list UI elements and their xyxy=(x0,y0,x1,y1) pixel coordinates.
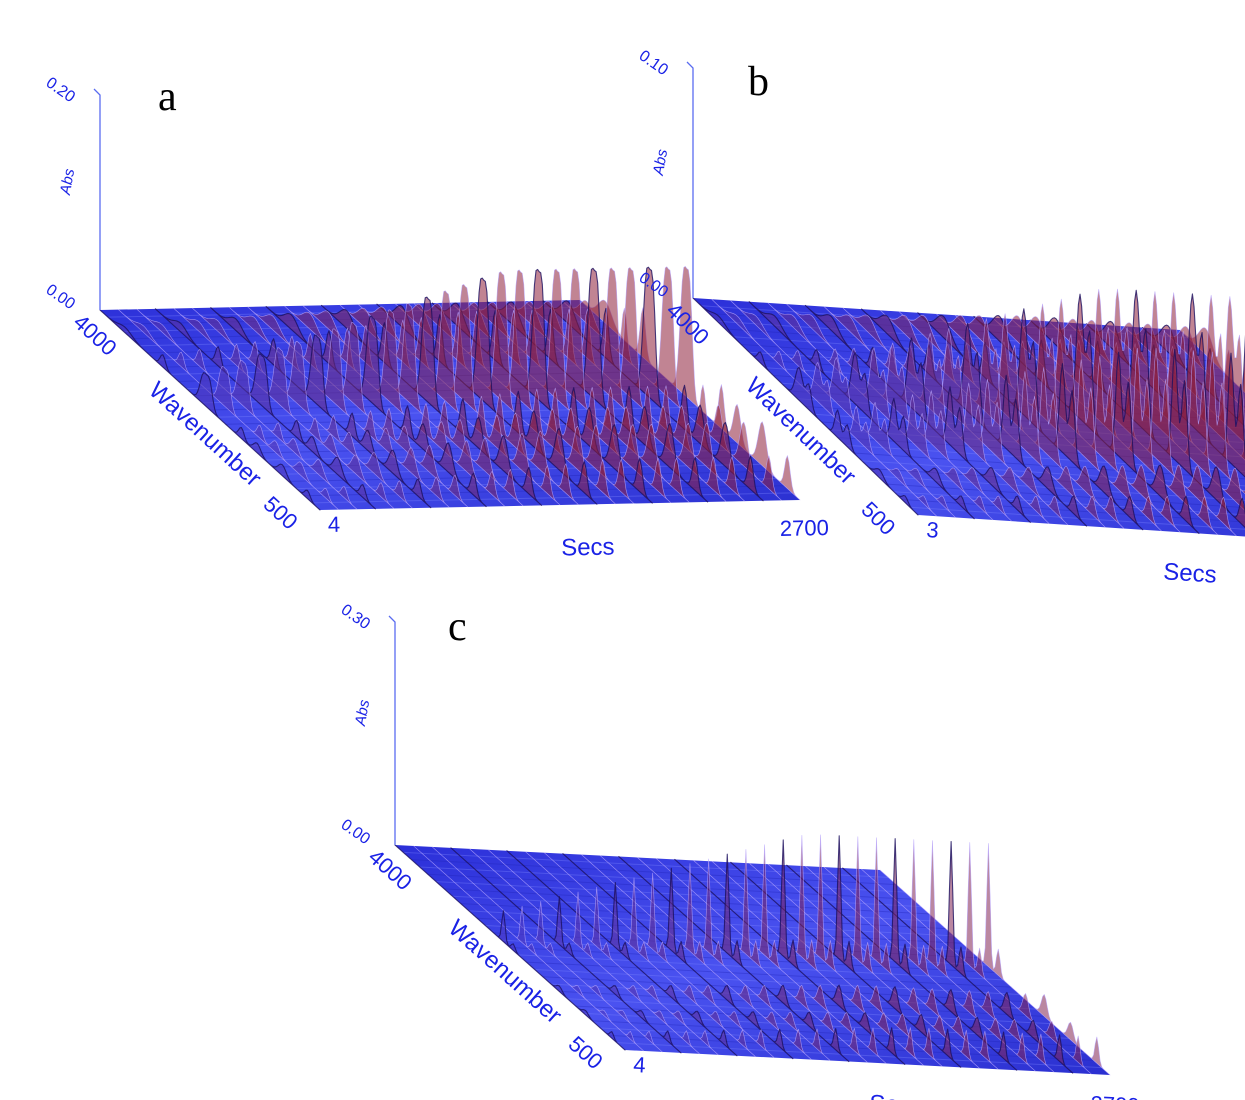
x-tick-end-a: 500 xyxy=(259,491,303,534)
spectrum-ridge xyxy=(730,300,956,518)
spectrum-ridge xyxy=(487,849,719,1056)
spectrum-ridge xyxy=(879,843,1111,1076)
spectrum-ridge xyxy=(954,298,1181,533)
spectrum-ridge xyxy=(674,839,906,1065)
z-axis-line-c xyxy=(388,615,396,845)
z-tick-top-b: 0.10 xyxy=(636,47,671,79)
spectrum-ridge xyxy=(450,847,682,1054)
y-tick-end-c: 2700 xyxy=(1090,1091,1140,1100)
spectrum-ridge xyxy=(525,851,756,1058)
y-tick-start-a: 4 xyxy=(328,512,341,537)
spectrum-ridge xyxy=(861,842,1092,1075)
spectrum-ridge xyxy=(842,840,1074,1074)
spectrum-ridge xyxy=(842,307,1069,526)
spectrum-ridge xyxy=(786,303,1012,522)
surface-plot-b xyxy=(692,288,1245,537)
y-axis-label-b: Secs xyxy=(1162,558,1217,588)
spectrum-ridge xyxy=(413,845,644,1052)
spectrum-ridge xyxy=(692,297,919,516)
spectrum-ridge xyxy=(1048,291,1245,511)
spectrum-ridge xyxy=(749,836,980,1069)
spectrum-ridge xyxy=(394,844,626,1051)
spectrum-ridge xyxy=(973,293,1200,535)
spectrum-ridge xyxy=(136,308,358,510)
panel-label-c: c xyxy=(448,604,467,650)
spectrum-ridge xyxy=(898,311,1125,529)
y-tick-end-a: 2700 xyxy=(780,515,829,541)
spectrum-ridge xyxy=(711,298,938,517)
y-axis-label-c: Secs xyxy=(869,1090,924,1100)
spectrum-ridge xyxy=(469,848,700,1055)
x-tick-end-c: 500 xyxy=(564,1031,608,1074)
y-tick-start-b: 3 xyxy=(926,517,940,543)
spectrum-ridge xyxy=(786,838,1018,1071)
spectrum-ridge xyxy=(432,846,663,1053)
y-tick-start-c: 4 xyxy=(633,1052,647,1078)
spectrum-ridge xyxy=(730,835,962,1068)
surface-plot-c xyxy=(394,834,1111,1076)
z-tick-bottom-c: 0.00 xyxy=(338,816,373,848)
spectrum-ridge xyxy=(767,837,999,1070)
z-tick-top-a: 0.20 xyxy=(43,74,78,106)
spectrum-ridge xyxy=(917,308,1144,531)
spectrum-ridge xyxy=(562,853,794,1060)
spectrum-ridge xyxy=(823,840,1055,1073)
panel-label-b: b xyxy=(748,59,769,105)
spectrum-ridge xyxy=(118,309,339,510)
z-axis-label-c: Abs xyxy=(352,698,373,728)
y-axis-label-a: Secs xyxy=(561,533,615,561)
spectrum-ridge xyxy=(936,303,1162,532)
z-axis-line-a xyxy=(93,88,101,310)
panel-label-a: a xyxy=(158,74,177,120)
z-axis-label-a: Abs xyxy=(57,167,78,197)
spectrum-ridge xyxy=(581,854,812,1060)
spectrum-ridge xyxy=(655,844,887,1064)
panel-b: b 0.10 0.00 Abs 4000 500 Wavenumber 3 27… xyxy=(636,47,1245,589)
spectrum-ridge xyxy=(804,304,1031,523)
spectrum-ridge xyxy=(693,834,924,1066)
surface-plot-a xyxy=(99,266,801,511)
z-axis-line-b xyxy=(686,61,694,298)
z-tick-top-c: 0.30 xyxy=(338,601,373,633)
z-axis-label-b: Abs xyxy=(650,148,671,178)
spectrum-ridge xyxy=(805,839,1036,1072)
spectrum-ridge xyxy=(543,852,775,1058)
z-tick-bottom-a: 0.00 xyxy=(43,281,78,313)
spectrum-ridge xyxy=(618,853,850,1063)
spectrum-ridge xyxy=(823,306,1050,524)
x-tick-end-b: 500 xyxy=(857,497,901,540)
spectrum-ridge xyxy=(599,855,831,1061)
spectrum-ridge xyxy=(992,289,1218,535)
spectrum-ridge xyxy=(99,309,321,511)
spectrum-ridge xyxy=(506,850,738,1057)
spectrum-ridge xyxy=(748,301,975,520)
spectrum-ridge xyxy=(1011,288,1237,537)
spectrum-ridge xyxy=(861,308,1088,527)
spectrum-ridge xyxy=(637,849,868,1063)
panel-a: a 0.20 0.00 Abs 4000 500 Wavenumber 4 27… xyxy=(43,74,829,562)
spectrum-ridge xyxy=(711,834,943,1067)
spectrum-ridge xyxy=(767,302,994,521)
spectrum-ridge xyxy=(880,309,1106,528)
spectrum-ridge xyxy=(154,308,376,510)
panel-c: c 0.30 0.00 Abs 4000 500 Wavenumber 4 27… xyxy=(338,601,1140,1100)
